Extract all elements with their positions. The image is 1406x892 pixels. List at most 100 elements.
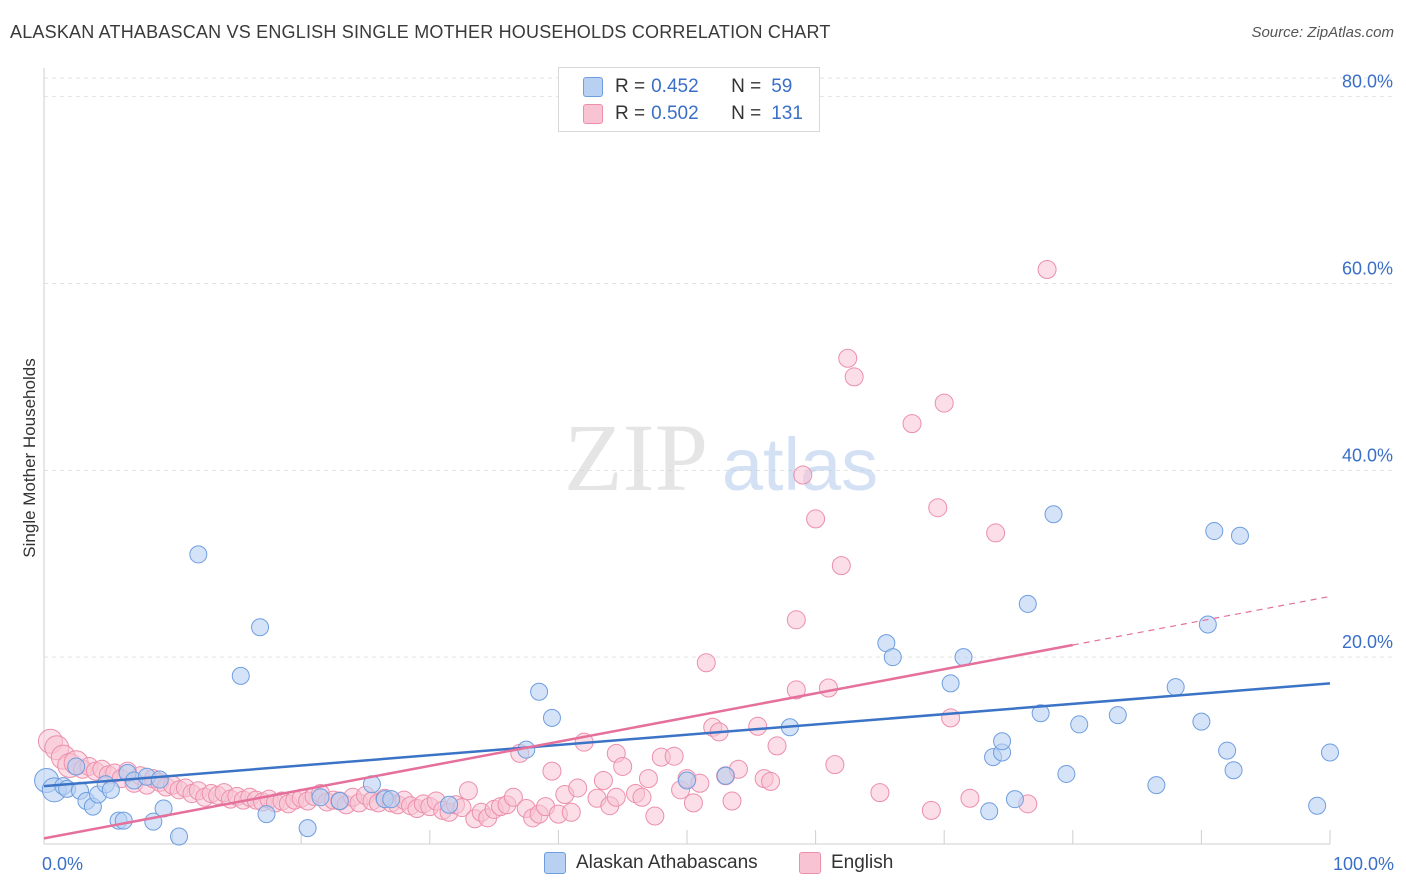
alaskan-athabascan-points [34, 505, 1339, 846]
english-point [786, 610, 806, 630]
alaskan-athabascan-point [883, 648, 902, 667]
alaskan-athabascan-point [993, 732, 1012, 751]
english-point [458, 781, 478, 801]
series-legend: Alaskan Athabascans English [0, 852, 1406, 878]
alaskan-athabascan-point [716, 766, 735, 785]
legend-swatch-blue [544, 852, 566, 874]
english-point [902, 414, 922, 434]
watermark-atlas: atlas [722, 423, 878, 506]
legend-swatch-pink [799, 852, 821, 874]
legend-row-alaskan: R = 0.452 N = 59 [583, 75, 792, 99]
grid [44, 77, 1392, 658]
source-label: Source: ZipAtlas.com [1251, 24, 1394, 41]
english-point [870, 783, 890, 803]
english-point [664, 746, 684, 766]
english-point [767, 736, 787, 756]
alaskan-athabascan-point [1218, 741, 1237, 760]
y-tick-label: 60.0% [1342, 259, 1393, 279]
english-point [696, 653, 716, 673]
alaskan-athabascan-point [1044, 505, 1063, 524]
english-point [941, 708, 961, 728]
chart-title: ALASKAN ATHABASCAN VS ENGLISH SINGLE MOT… [10, 22, 831, 42]
alaskan-athabascan-point [1070, 715, 1089, 734]
alaskan-athabascan-point [1108, 706, 1127, 725]
legend-item-english[interactable]: English [799, 852, 893, 874]
x-tick-label: 100.0% [1333, 854, 1394, 874]
english-point [542, 761, 562, 781]
english-point [934, 393, 954, 413]
axes [43, 68, 1331, 845]
alaskan-athabascan-point [231, 666, 250, 685]
alaskan-athabascan-point [542, 708, 561, 727]
alaskan-athabascan-point [1224, 761, 1243, 780]
english-point [503, 787, 523, 807]
english-trend-line [43, 643, 1074, 840]
alaskan-athabascan-point [298, 819, 317, 838]
legend-swatch-blue [583, 77, 603, 97]
watermark-zip: ZIP [564, 404, 708, 511]
alaskan-athabascan-point [1005, 790, 1024, 809]
trend-lines [43, 595, 1331, 840]
x-tick-label: 0.0% [42, 854, 83, 874]
english-point [593, 770, 613, 790]
legend-label-english: English [831, 852, 894, 873]
legend-r-value: 0.452 [651, 76, 699, 97]
legend-n-label: N = [731, 76, 762, 97]
alaskan-athabascan-point [251, 618, 270, 637]
english-point [568, 778, 588, 798]
alaskan-athabascan-point [530, 682, 549, 701]
english-point [831, 556, 851, 576]
legend-n-value: 59 [771, 76, 793, 97]
alaskan-athabascan-point [170, 827, 189, 846]
english-point [838, 348, 858, 368]
alaskan-athabascan-point [1057, 764, 1076, 783]
english-point [722, 791, 742, 811]
english-point [818, 678, 838, 698]
english-point [613, 756, 633, 776]
english-point [748, 716, 768, 736]
alaskan-athabascan-point [150, 770, 169, 789]
legend-swatch-pink [583, 104, 603, 124]
alaskan-athabascan-point [1031, 704, 1050, 723]
alaskan-athabascan-point [1192, 712, 1211, 731]
y-tick-label: 40.0% [1342, 445, 1393, 465]
legend-r-label: R = [615, 76, 646, 97]
legend-r-value: 0.502 [651, 103, 699, 124]
english-point [561, 802, 581, 822]
alaskan-athabascan-point [1321, 743, 1339, 762]
legend-r-label: R = [615, 103, 646, 124]
alaskan-athabascan-point [1147, 776, 1166, 795]
alaskan-athabascan-point [1018, 594, 1037, 613]
legend-item-alaskan[interactable]: Alaskan Athabascans [544, 852, 758, 874]
english-point [1037, 260, 1057, 279]
alaskan-athabascan-point [440, 795, 459, 814]
alaskan-athabascan-point [114, 811, 133, 830]
english-point [761, 771, 781, 791]
y-tick-label: 20.0% [1342, 632, 1393, 652]
alaskan-athabascan-point [954, 648, 973, 667]
legend-row-english: R = 0.502 N = 131 [583, 102, 803, 126]
alaskan-athabascan-point [941, 674, 960, 693]
english-point [683, 793, 703, 813]
alaskan-athabascan-point [1230, 526, 1249, 545]
english-point [793, 465, 813, 485]
english-point [786, 680, 806, 700]
alaskan-athabascan-point [1166, 678, 1185, 697]
correlation-legend: R = 0.452 N = 59 R = 0.502 N = 131 [558, 67, 820, 132]
y-tick-label: 80.0% [1342, 72, 1393, 92]
legend-n-label: N = [731, 103, 762, 124]
english-point [632, 787, 652, 807]
alaskan-athabascan-point [1205, 522, 1224, 541]
english-point [986, 523, 1006, 543]
watermark: ZIP atlas [564, 404, 878, 511]
alaskan-athabascan-point [382, 790, 401, 809]
alaskan-athabascan-point [311, 788, 330, 807]
english-point [638, 769, 658, 789]
tick-labels: 20.0% 40.0% 60.0% 80.0% 0.0% 100.0% [42, 72, 1394, 874]
legend-n-value: 131 [771, 103, 803, 124]
alaskan-athabascan-point [257, 805, 276, 824]
english-point [844, 367, 864, 387]
alaskan-athabascan-point [330, 792, 349, 811]
english-point [928, 498, 948, 518]
